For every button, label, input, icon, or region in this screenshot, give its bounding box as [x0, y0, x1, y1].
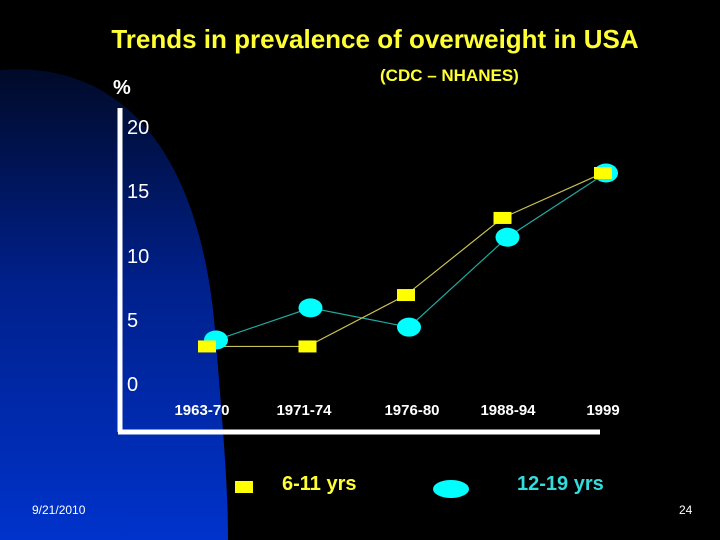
legend-marker-12-19: [433, 480, 469, 498]
y-tick-label: 10: [127, 245, 150, 268]
data-point-12-19: [397, 317, 421, 337]
data-point-12-19: [495, 227, 520, 247]
y-tick-label: 15: [127, 181, 150, 204]
legend-marker-6-11: [235, 481, 253, 493]
y-tick-label: 5: [127, 309, 139, 332]
data-point-6-11: [594, 166, 612, 179]
data-point-6-11: [493, 211, 512, 224]
x-tick-label: 1971-74: [276, 402, 332, 419]
y-tick-label: 0: [127, 374, 139, 396]
slide-date: 9/21/2010: [32, 503, 86, 517]
chart-title: Trends in prevalence of overweight in US…: [111, 24, 639, 54]
x-tick-label: 1963-70: [174, 402, 230, 419]
slide-page-number: 24: [679, 503, 693, 517]
data-point-12-19: [298, 298, 323, 318]
data-point-6-11: [298, 340, 317, 353]
data-point-6-11: [198, 340, 216, 353]
x-tick-label: 1999: [586, 402, 620, 419]
chart-subtitle: (CDC – NHANES): [380, 66, 519, 85]
y-tick-label: 20: [127, 117, 150, 139]
y-axis-label: %: [113, 77, 131, 99]
legend-label-6-11: 6-11 yrs: [282, 473, 357, 495]
x-tick-label: 1988-94: [480, 402, 536, 419]
x-tick-label: 1976-80: [384, 402, 440, 419]
data-point-6-11: [397, 289, 415, 302]
legend-label-12-19: 12-19 yrs: [517, 473, 604, 495]
